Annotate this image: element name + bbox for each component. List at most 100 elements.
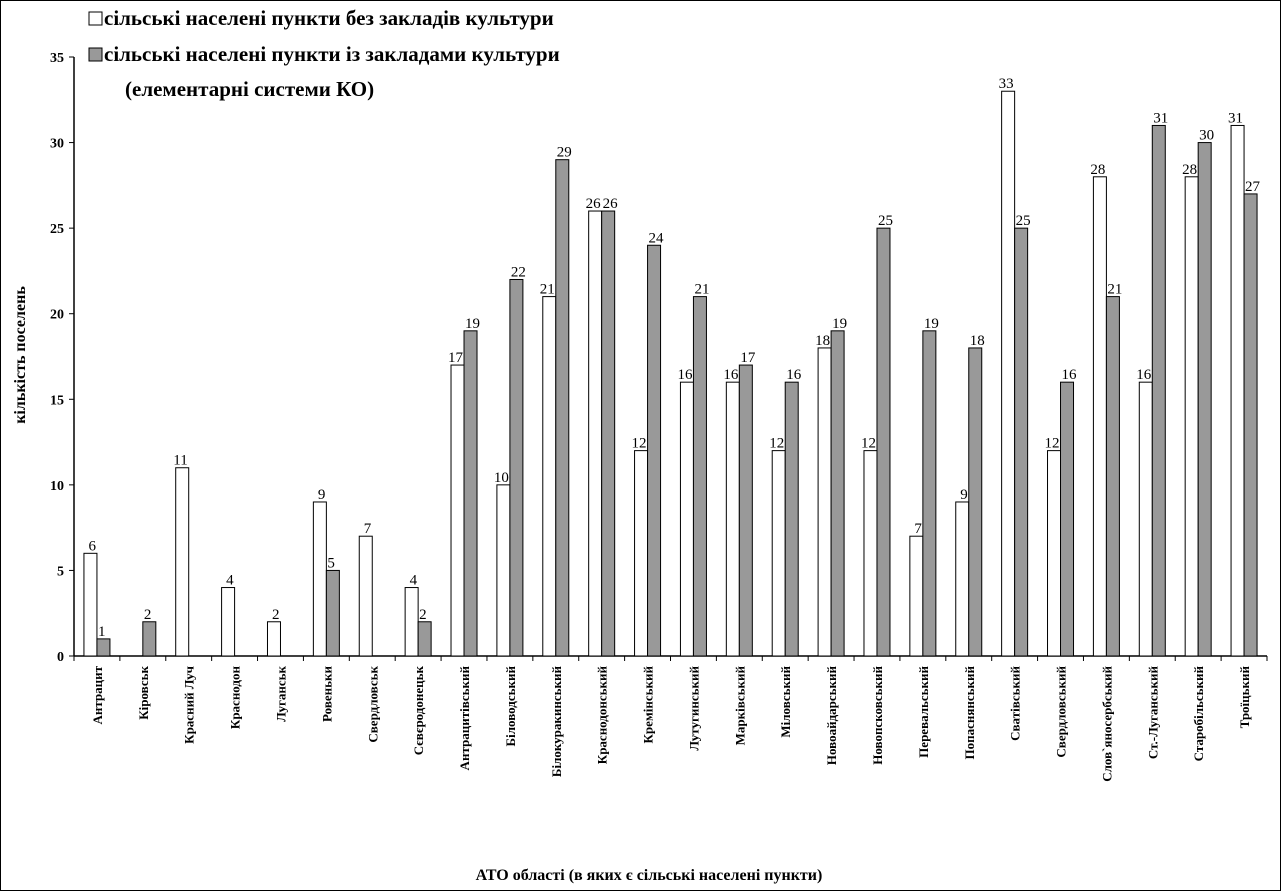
- y-tick-label: 35: [50, 51, 64, 66]
- category-label: Кіровськ: [136, 665, 151, 719]
- data-label-series1: 21: [540, 282, 555, 298]
- bars: [83, 90, 1258, 657]
- legend-swatch-series1: [88, 11, 103, 26]
- data-label-series2: 30: [1199, 128, 1214, 144]
- bar-series2: [325, 569, 340, 657]
- data-label-series2: 2: [419, 607, 427, 623]
- bar-series1: [358, 535, 373, 657]
- category-label: Троїцький: [1237, 665, 1252, 728]
- y-tick-label: 30: [50, 137, 64, 152]
- bar-series1: [1001, 90, 1016, 657]
- y-tick-label: 0: [57, 650, 64, 665]
- category-label: Свердловський: [1054, 665, 1069, 757]
- data-label-series1: 4: [226, 573, 234, 589]
- data-label-series2: 1: [98, 624, 106, 640]
- bar-series1: [909, 535, 924, 657]
- category-label: Новоайдарський: [824, 665, 839, 765]
- category-label: Антрацит: [90, 665, 105, 724]
- bar-series1: [312, 501, 327, 657]
- x-axis-title: АТО області (в яких є сільські населені …: [476, 867, 823, 884]
- bar-series1: [771, 450, 786, 657]
- data-label-series2: 29: [557, 145, 572, 161]
- data-label-series2: 19: [832, 316, 847, 332]
- bar-series2: [1060, 381, 1075, 657]
- bar-series1: [1184, 176, 1199, 657]
- bar-series1: [863, 450, 878, 657]
- bar-series2: [876, 227, 891, 657]
- data-label-series2: 31: [1153, 110, 1168, 126]
- data-label-series2: 2: [144, 607, 152, 623]
- bar-series2: [738, 364, 753, 657]
- category-label: Біловодський: [503, 666, 518, 747]
- bar-series1: [634, 450, 649, 657]
- data-label-series1: 12: [769, 436, 784, 452]
- category-label: Красний Луч: [182, 666, 197, 744]
- data-label-series1: 4: [410, 573, 418, 589]
- bar-series2: [1197, 142, 1212, 657]
- bar-series2: [463, 330, 478, 657]
- category-label: Сватівський: [1008, 666, 1023, 741]
- bar-series1: [175, 467, 190, 657]
- data-label-series1: 9: [318, 487, 326, 503]
- category-label: Попаснянський: [962, 666, 977, 760]
- category-label: Краснодон: [228, 665, 243, 729]
- data-label-series2: 25: [878, 213, 893, 229]
- category-label: Старобільський: [1191, 665, 1206, 761]
- bar-series1: [1092, 176, 1107, 657]
- y-tick-label: 15: [50, 393, 64, 408]
- data-label-series1: 18: [815, 333, 830, 349]
- y-tick-label: 20: [50, 308, 64, 323]
- bar-series2: [555, 159, 570, 657]
- category-label: Краснодонський: [595, 666, 610, 765]
- bar-series2: [922, 330, 937, 657]
- bar-series1: [817, 347, 832, 657]
- bar-series2: [1105, 296, 1120, 657]
- category-label: Новопсковський: [870, 666, 885, 765]
- data-label-series1: 16: [723, 367, 739, 383]
- data-label-series1: 12: [861, 436, 876, 452]
- bar-series2: [647, 244, 662, 657]
- bar-series2: [968, 347, 983, 657]
- data-label-series2: 21: [1107, 282, 1122, 298]
- data-label-series2: 16: [1062, 367, 1078, 383]
- legend: сільські населені пункти без закладів ку…: [88, 6, 560, 101]
- bar-series2: [830, 330, 845, 657]
- data-label-series1: 17: [448, 350, 464, 366]
- data-label-series1: 16: [677, 367, 693, 383]
- legend-swatch-series2: [88, 47, 103, 62]
- data-label-series1: 33: [999, 76, 1014, 92]
- bar-series1: [1230, 124, 1245, 657]
- data-label-series2: 25: [1016, 213, 1031, 229]
- y-tick-label: 10: [50, 479, 64, 494]
- data-label-series2: 5: [327, 555, 335, 571]
- bar-series1: [955, 501, 970, 657]
- bar-series2: [601, 210, 616, 657]
- data-label-series1: 26: [586, 196, 602, 212]
- data-label-series2: 18: [970, 333, 985, 349]
- category-label: Сєвєродонецьк: [411, 666, 426, 756]
- data-label-series2: 27: [1245, 179, 1261, 195]
- bar-series2: [1151, 124, 1166, 657]
- data-label-series2: 17: [740, 350, 756, 366]
- data-label-series1: 31: [1228, 110, 1243, 126]
- bar-series1: [725, 381, 740, 657]
- bar-series1: [542, 296, 557, 657]
- category-label: Міловський: [778, 666, 793, 738]
- bar-series2: [692, 296, 707, 657]
- data-label-series1: 11: [173, 453, 187, 469]
- data-label-series2: 19: [465, 316, 480, 332]
- bar-series2: [142, 621, 157, 657]
- category-label: Ровеньки: [319, 665, 334, 721]
- data-label-series1: 28: [1090, 162, 1105, 178]
- bar-series1: [221, 587, 236, 657]
- data-label-series1: 28: [1182, 162, 1197, 178]
- data-label-series1: 12: [632, 436, 647, 452]
- category-label: Луганськ: [273, 666, 288, 722]
- category-label: Білокуракинський: [549, 665, 564, 777]
- category-label: Кремінський: [641, 665, 656, 743]
- category-label: Марківський: [732, 666, 747, 746]
- category-label: Перевальський: [916, 666, 931, 758]
- data-label-series1: 7: [364, 521, 372, 537]
- bar-series1: [404, 587, 419, 657]
